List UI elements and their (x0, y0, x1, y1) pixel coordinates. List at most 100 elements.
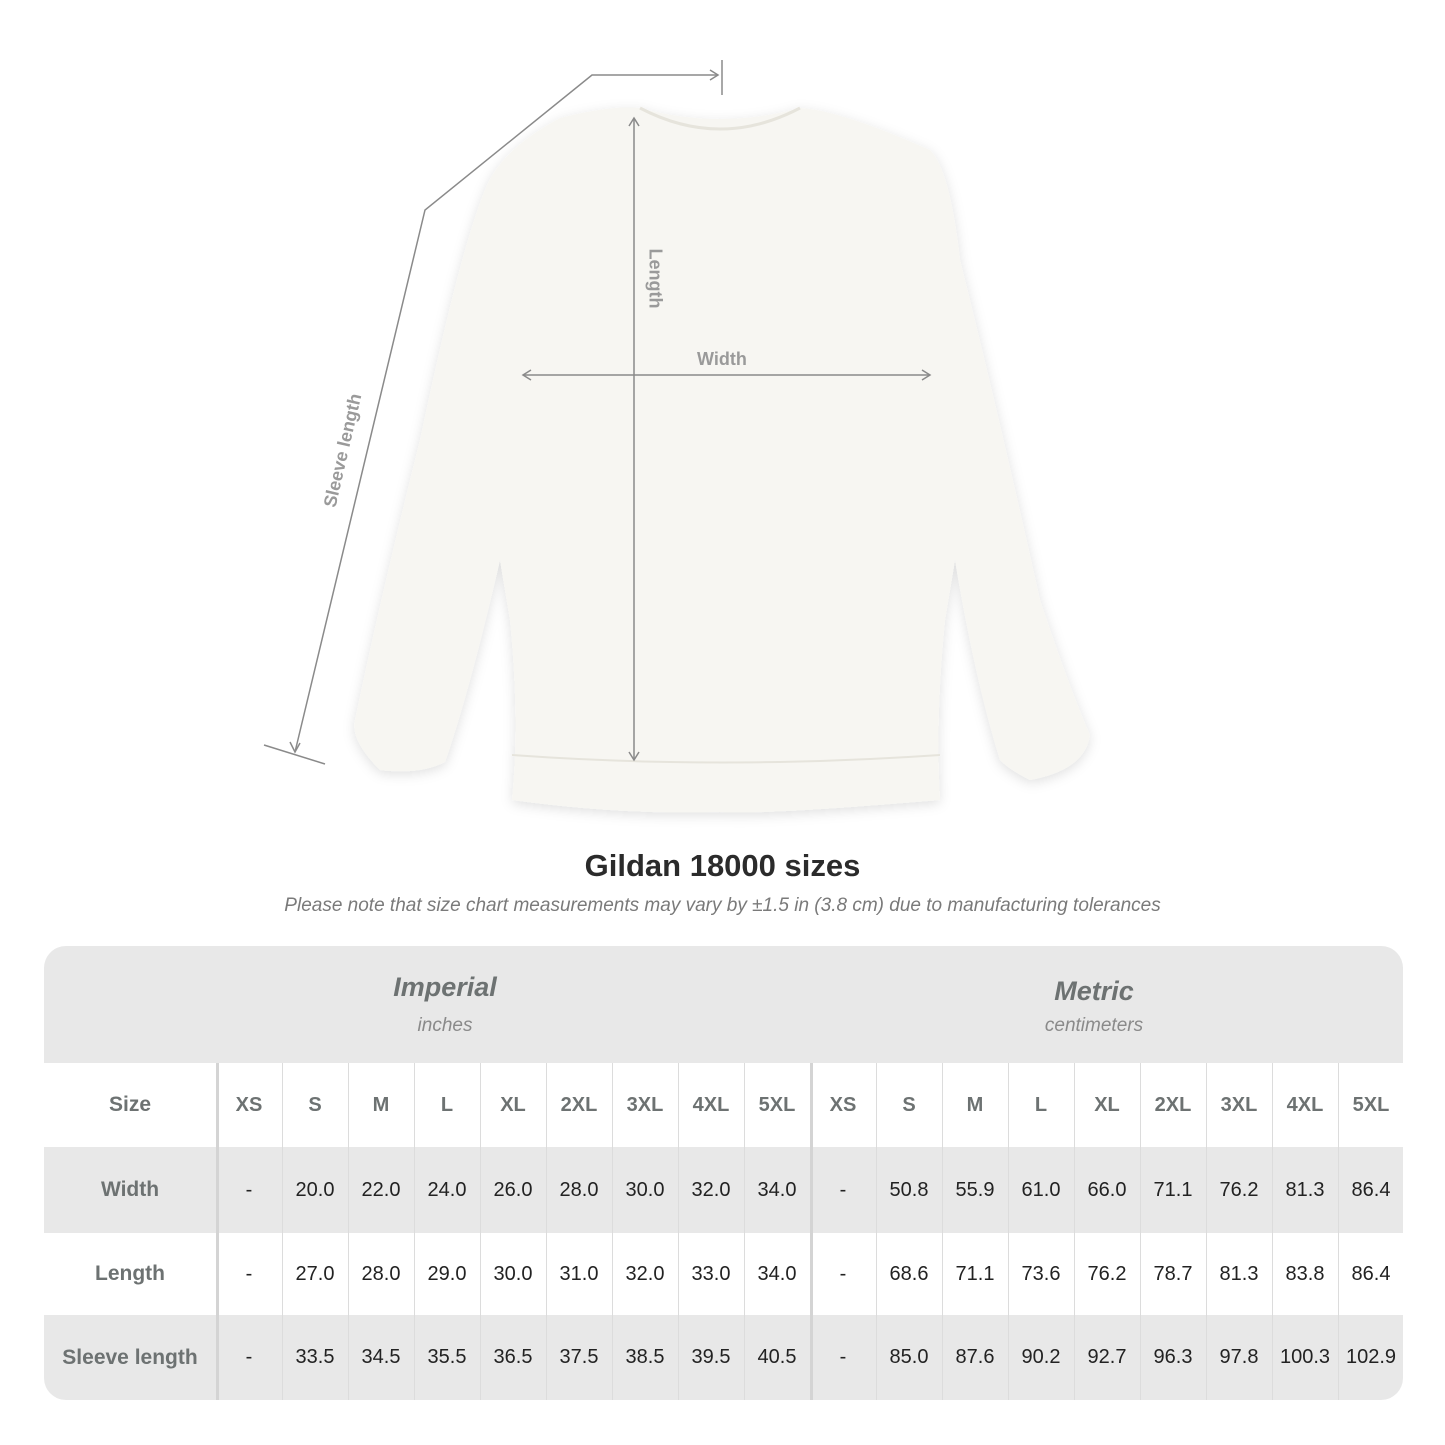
column-divider (1206, 1063, 1207, 1400)
metric-value: - (839, 1346, 847, 1368)
column-divider (1272, 1063, 1273, 1400)
column-divider (612, 1063, 613, 1400)
imperial-value: 22.0 (361, 1178, 401, 1201)
imperial-value: 37.5 (559, 1346, 599, 1368)
row-label: Width (100, 1178, 160, 1201)
sweatshirt-illustration (263, 60, 1090, 813)
metric-size-header: 4XL (1286, 1093, 1324, 1116)
imperial-size-header: XS (235, 1093, 263, 1116)
metric-value: 81.3 (1219, 1262, 1259, 1285)
metric-value: 83.8 (1285, 1262, 1325, 1285)
imperial-size-header: 4XL (692, 1093, 730, 1116)
metric-value: 85.0 (889, 1346, 929, 1368)
imperial-value: 28.0 (559, 1178, 599, 1201)
length-arrow-top (628, 116, 640, 127)
imperial-size-header: M (372, 1093, 390, 1116)
column-divider (1074, 1063, 1075, 1400)
metric-value: 55.9 (955, 1178, 995, 1201)
imperial-value: 34.0 (757, 1262, 797, 1285)
sleeve-arrow-bottom (289, 741, 301, 754)
row-band-sleeve (44, 1315, 1403, 1400)
length-arrow-bottom (628, 751, 640, 762)
imperial-value: - (245, 1346, 253, 1368)
imperial-value: 27.0 (295, 1262, 335, 1285)
imperial-value: 34.0 (757, 1178, 797, 1201)
metric-size-header: 3XL (1220, 1093, 1258, 1116)
column-divider (744, 1063, 745, 1400)
imperial-value: 32.0 (625, 1262, 665, 1285)
column-divider (480, 1063, 481, 1400)
width-label: Width (697, 349, 747, 369)
imperial-value: - (245, 1262, 253, 1285)
metric-value: 71.1 (955, 1262, 995, 1285)
imperial-value: 32.0 (691, 1178, 731, 1201)
system-header-band (44, 946, 1403, 1063)
row-label: Sleeve length (62, 1345, 198, 1369)
imperial-value: 20.0 (295, 1178, 335, 1201)
imperial-value: 34.5 (361, 1346, 401, 1368)
imperial-value: 29.0 (427, 1262, 467, 1285)
metric-value: 86.4 (1351, 1178, 1391, 1201)
width-arrow-left (521, 369, 532, 381)
column-divider (216, 1063, 219, 1400)
imperial-value: 30.0 (493, 1262, 533, 1285)
metric-value: 78.7 (1153, 1262, 1193, 1285)
metric-value: - (839, 1262, 847, 1285)
imperial-value: 38.5 (625, 1346, 665, 1368)
metric-size-header: 2XL (1154, 1093, 1192, 1116)
row-label: Length (95, 1262, 165, 1285)
metric-size-header: 5XL (1352, 1093, 1390, 1116)
imperial-size-header: 5XL (758, 1093, 796, 1116)
column-divider (414, 1063, 415, 1400)
sleeve-length-line (294, 74, 718, 753)
metric-value: 102.9 (1345, 1346, 1397, 1368)
sleeve-bottom-tick (263, 744, 326, 765)
imperial-size-header: 3XL (626, 1093, 664, 1116)
metric-value: 61.0 (1021, 1178, 1061, 1201)
column-divider (1140, 1063, 1141, 1400)
imperial-value: 33.0 (691, 1262, 731, 1285)
imperial-value: 31.0 (559, 1262, 599, 1285)
imperial-value: 40.5 (757, 1346, 797, 1368)
metric-value: 68.6 (889, 1262, 929, 1285)
imperial-value: - (245, 1178, 253, 1201)
metric-size-header: L (1034, 1093, 1048, 1116)
row-band-width (44, 1147, 1403, 1233)
metric-size-header: M (966, 1093, 984, 1116)
column-divider (810, 1063, 813, 1400)
sweatshirt-body (354, 107, 1090, 813)
imperial-value: 30.0 (625, 1178, 665, 1201)
sleeve-arrow-top (709, 69, 720, 81)
imperial-header: Imperial inches (216, 946, 674, 1063)
imperial-value: 33.5 (295, 1346, 335, 1368)
metric-value: 97.8 (1219, 1346, 1259, 1368)
metric-value: 76.2 (1219, 1178, 1259, 1201)
length-label: Length (645, 248, 666, 309)
size-header: Size (108, 1093, 152, 1116)
metric-value: 50.8 (889, 1178, 929, 1201)
metric-title: Metric (1054, 976, 1134, 1006)
column-divider (678, 1063, 679, 1400)
column-divider (546, 1063, 547, 1400)
column-divider (942, 1063, 943, 1400)
metric-value: 86.4 (1351, 1262, 1391, 1285)
imperial-unit: inches (417, 1015, 473, 1036)
metric-value: 66.0 (1087, 1178, 1127, 1201)
sweatshirt-hem-band (511, 754, 941, 764)
sweatshirt-neckline (639, 106, 801, 131)
column-divider (876, 1063, 877, 1400)
imperial-value: 24.0 (427, 1178, 467, 1201)
metric-value: 76.2 (1087, 1262, 1127, 1285)
metric-value: 71.1 (1153, 1178, 1193, 1201)
tolerance-note: Please note that size chart measurements… (284, 895, 1161, 916)
metric-value: 87.6 (955, 1346, 995, 1368)
metric-value: 96.3 (1153, 1346, 1193, 1368)
metric-size-header: S (902, 1093, 916, 1116)
imperial-size-header: XL (500, 1093, 526, 1116)
imperial-value: 36.5 (493, 1346, 533, 1368)
width-arrow-right (921, 369, 932, 381)
measurement-lines (263, 60, 932, 765)
column-divider (1338, 1063, 1339, 1400)
imperial-size-header: 2XL (560, 1093, 598, 1116)
imperial-value: 39.5 (691, 1346, 731, 1368)
